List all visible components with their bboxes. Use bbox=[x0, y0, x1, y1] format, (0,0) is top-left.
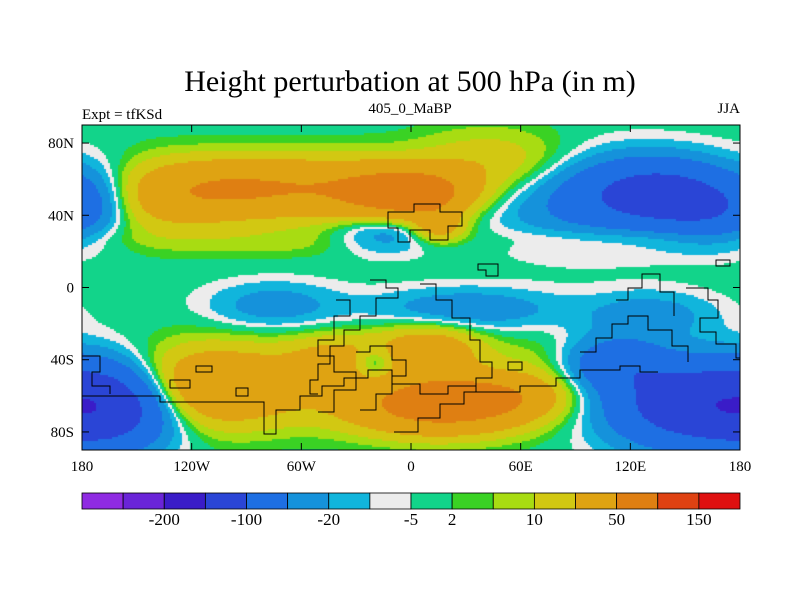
coastline-western-pacific bbox=[686, 287, 740, 359]
coastline-south-pacific-islands bbox=[169, 365, 249, 397]
coastline-australia bbox=[580, 315, 689, 362]
colorbar-label: 150 bbox=[686, 510, 712, 529]
center-string: 405_0_MaBP bbox=[368, 101, 451, 117]
colorbar-label: 50 bbox=[608, 510, 625, 529]
colorbar-swatch bbox=[410, 492, 453, 510]
coastline-southern-band bbox=[82, 365, 658, 435]
coastline-antarctic-rim bbox=[82, 355, 111, 394]
colorbar-swatch bbox=[698, 492, 741, 510]
x-tick-label: 180 bbox=[71, 459, 94, 475]
colorbar-swatch bbox=[81, 492, 124, 510]
y-axis: 80N 40N 0 40S 80S bbox=[48, 136, 740, 441]
colorbar-label: 10 bbox=[526, 510, 543, 529]
x-tick-label: 60W bbox=[287, 459, 317, 475]
colorbar-swatch bbox=[163, 492, 206, 510]
coastline-east-asia bbox=[715, 259, 731, 267]
right-string: JJA bbox=[717, 101, 740, 117]
left-string: Expt = tfKSd bbox=[82, 107, 163, 123]
x-tick-label: 60E bbox=[509, 459, 533, 475]
x-tick-label: 120W bbox=[173, 459, 211, 475]
colorbar-swatch bbox=[287, 492, 330, 510]
x-tick-label: 120E bbox=[614, 459, 646, 475]
colorbar-swatch bbox=[328, 492, 371, 510]
y-tick-label: 80N bbox=[48, 136, 74, 152]
coastline-africa-east bbox=[394, 283, 493, 433]
colorbar-label: -5 bbox=[404, 510, 418, 529]
colorbar-label: -20 bbox=[317, 510, 340, 529]
colorbar-swatch bbox=[451, 492, 494, 510]
colorbar-swatch bbox=[246, 492, 289, 510]
x-axis: 180 120W 60W 0 60E 120E 180 bbox=[71, 125, 752, 475]
y-tick-label: 40N bbox=[48, 208, 74, 224]
colorbar-swatch bbox=[122, 492, 165, 510]
coastline-africa-west bbox=[309, 279, 399, 395]
x-tick-label: 180 bbox=[729, 459, 752, 475]
colorbar-label: 2 bbox=[448, 510, 457, 529]
coastlines bbox=[82, 203, 740, 435]
colorbar-swatch bbox=[204, 492, 247, 510]
map-panel bbox=[81, 124, 741, 451]
coastline-indian-ocean bbox=[507, 361, 523, 371]
colorbar-swatch bbox=[575, 492, 618, 510]
colorbar: -200 -100 -20 -5 2 10 50 150 bbox=[81, 492, 741, 529]
coastline-south-atlantic bbox=[356, 345, 407, 411]
colorbar-label: -100 bbox=[231, 510, 262, 529]
coastline-middle-east bbox=[477, 263, 499, 277]
colorbar-label: -200 bbox=[149, 510, 180, 529]
chart-title: Height perturbation at 500 hPa (in m) bbox=[184, 65, 636, 98]
colorbar-swatch bbox=[533, 492, 576, 510]
x-tick-label: 0 bbox=[407, 459, 415, 475]
colorbar-swatch bbox=[369, 492, 412, 510]
y-tick-label: 80S bbox=[51, 425, 74, 441]
coastline-south-america bbox=[317, 299, 357, 413]
coastline-southeast-asia bbox=[616, 273, 675, 316]
colorbar-swatch bbox=[492, 492, 535, 510]
y-tick-label: 40S bbox=[51, 353, 74, 369]
colorbar-swatch bbox=[616, 492, 659, 510]
y-tick-label: 0 bbox=[67, 281, 75, 297]
coastline-europe bbox=[387, 203, 463, 243]
colorbar-swatch bbox=[657, 492, 700, 510]
